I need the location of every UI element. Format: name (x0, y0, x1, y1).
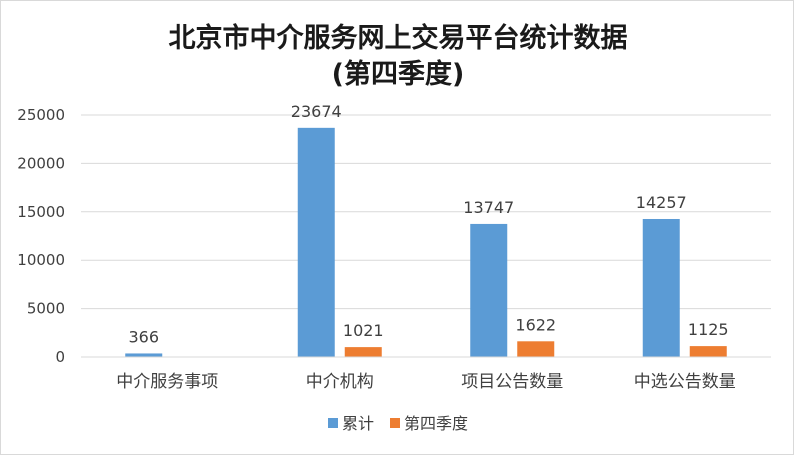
data-label: 1622 (515, 315, 556, 334)
bar-q4 (517, 341, 555, 357)
y-tick-label: 10000 (17, 251, 65, 269)
data-label: 13747 (463, 198, 514, 217)
category-label: 项目公告数量 (461, 372, 563, 392)
y-tick-label: 5000 (27, 300, 65, 318)
y-tick-label: 15000 (17, 203, 65, 221)
category-label: 中选公告数量 (634, 372, 736, 392)
category-label: 中介服务事项 (116, 372, 218, 392)
y-tick-label: 20000 (17, 154, 65, 172)
legend: 累计 第四季度 (328, 414, 468, 433)
bars (125, 127, 727, 357)
bar-q4 (689, 346, 727, 357)
bar-cumulative (125, 353, 163, 357)
data-labels: 366 23674 1021 13747 1622 14257 1125 (128, 102, 728, 347)
y-tick-label: 25000 (17, 106, 65, 124)
data-label: 1125 (688, 320, 729, 339)
data-label: 366 (128, 327, 159, 346)
legend-swatch (328, 418, 338, 428)
y-axis-ticks: 0 5000 10000 15000 20000 25000 (17, 106, 65, 366)
chart-title: 北京市中介服务网上交易平台统计数据 (169, 22, 628, 54)
x-axis-categories: 中介服务事项 中介机构 项目公告数量 中选公告数量 (116, 372, 736, 392)
category-label: 中介机构 (306, 372, 374, 392)
bar-q4 (344, 347, 382, 357)
data-label: 1021 (343, 321, 384, 340)
legend-swatch (390, 418, 400, 428)
data-label: 14257 (636, 193, 687, 212)
y-tick-label: 0 (55, 348, 65, 366)
data-label: 23674 (291, 102, 342, 121)
bar-cumulative (470, 223, 508, 357)
bar-cumulative (642, 218, 680, 357)
chart-subtitle: (第四季度) (332, 58, 465, 90)
legend-label: 累计 (342, 414, 374, 433)
bar-cumulative (297, 127, 335, 357)
legend-label: 第四季度 (404, 414, 468, 433)
